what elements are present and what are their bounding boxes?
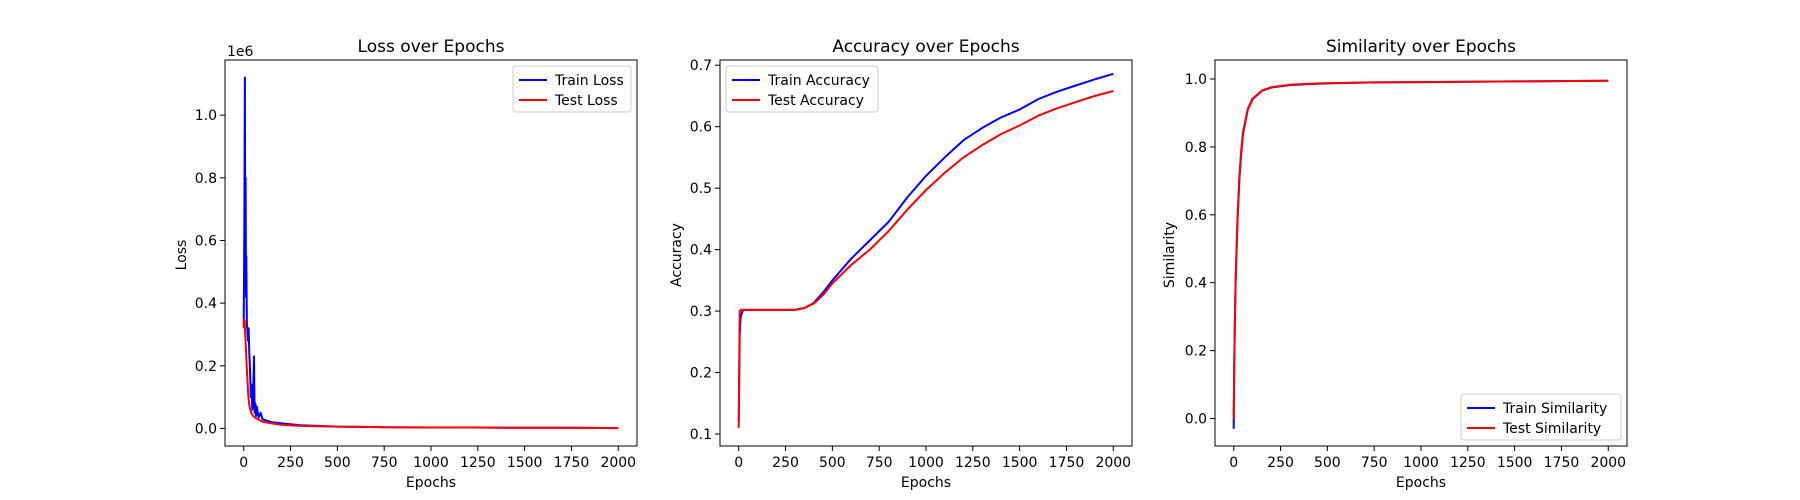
similarity-xlabel: Epochs: [1396, 475, 1446, 491]
similarity-legend: Train Similarity Test Similarity: [1460, 393, 1622, 441]
accuracy-xtick-label: 250: [772, 455, 799, 471]
accuracy-yticks: 0.1 0.2 0.3 0.4 0.5 0.6 0.7: [690, 58, 720, 443]
loss-xtick-label: 0: [239, 455, 248, 471]
similarity-xtick-label: 1750: [1544, 455, 1580, 471]
similarity-legend-box: [1460, 393, 1622, 441]
similarity-legend-label: Train Similarity: [1502, 401, 1607, 417]
accuracy-ytick-label: 0.1: [690, 427, 712, 443]
accuracy-ytick-label: 0.5: [690, 181, 712, 197]
loss-axes-frame: [224, 59, 638, 447]
loss-xtick-label: 750: [371, 455, 398, 471]
similarity-ytick-label: 0.6: [1185, 208, 1207, 224]
accuracy-axes-frame: [719, 59, 1133, 447]
loss-ytick-label: 0.6: [195, 233, 217, 249]
accuracy-xtick-label: 1000: [908, 455, 944, 471]
loss-xlabel: Epochs: [406, 475, 456, 491]
similarity-title: Similarity over Epochs: [1326, 37, 1516, 57]
accuracy-lines: [737, 72, 1114, 428]
loss-xtick-label: 1500: [507, 455, 543, 471]
similarity-panel: Similarity over Epochs Similarity Epochs…: [1162, 37, 1628, 491]
accuracy-legend-label: Test Accuracy: [767, 93, 864, 109]
accuracy-xtick-label: 1250: [955, 455, 991, 471]
loss-yticks: 0.0 0.2 0.4 0.6 0.8 1.0: [195, 108, 225, 437]
accuracy-legend-box: [725, 65, 879, 113]
loss-lines: [242, 76, 619, 430]
similarity-ytick-label: 0.2: [1185, 344, 1207, 360]
similarity-xtick-label: 1250: [1450, 455, 1486, 471]
similarity-xtick-label: 1000: [1403, 455, 1439, 471]
accuracy-title: Accuracy over Epochs: [832, 37, 1019, 57]
loss-xtick-label: 1000: [413, 455, 449, 471]
similarity-ytick-label: 0.4: [1185, 276, 1207, 292]
similarity-series-test-line: [1232, 79, 1609, 419]
loss-xtick-label: 250: [277, 455, 304, 471]
similarity-ytick-label: 0.8: [1185, 140, 1207, 156]
loss-legend-label: Test Loss: [554, 93, 618, 109]
similarity-xtick-label: 250: [1267, 455, 1294, 471]
accuracy-xlabel: Epochs: [901, 475, 951, 491]
loss-series-test-line: [242, 317, 619, 430]
loss-xticks: 0 250 500 750 1000 1250 1500 1750 2000: [239, 446, 636, 471]
loss-ytick-label: 0.8: [195, 171, 217, 187]
loss-xtick-label: 1750: [554, 455, 590, 471]
accuracy-legend-label: Train Accuracy: [767, 73, 870, 89]
loss-ytick-label: 0.2: [195, 359, 217, 375]
loss-legend-label: Train Loss: [554, 73, 624, 89]
loss-ylabel: Loss: [174, 240, 190, 271]
accuracy-panel: Accuracy over Epochs Accuracy Epochs 0 25…: [669, 37, 1133, 491]
similarity-lines: [1232, 79, 1609, 429]
accuracy-ytick-label: 0.7: [690, 58, 712, 74]
similarity-xtick-label: 500: [1314, 455, 1341, 471]
similarity-yticks: 0.0 0.2 0.4 0.6 0.8 1.0: [1185, 72, 1215, 428]
similarity-ylabel: Similarity: [1162, 222, 1178, 288]
loss-xtick-label: 1250: [460, 455, 496, 471]
loss-ytick-label: 0.4: [195, 296, 217, 312]
accuracy-xtick-label: 0: [734, 455, 743, 471]
accuracy-xtick-label: 750: [866, 455, 893, 471]
similarity-xtick-label: 1500: [1497, 455, 1533, 471]
accuracy-xtick-label: 2000: [1095, 455, 1131, 471]
accuracy-legend: Train Accuracy Test Accuracy: [725, 65, 879, 113]
accuracy-xtick-label: 500: [819, 455, 846, 471]
similarity-xtick-label: 2000: [1590, 455, 1626, 471]
similarity-axes-frame: [1214, 59, 1628, 447]
accuracy-xtick-label: 1500: [1002, 455, 1038, 471]
loss-xtick-label: 2000: [600, 455, 636, 471]
accuracy-series-test-line: [737, 90, 1114, 428]
similarity-xticks: 0 250 500 750 1000 1250 1500 1750 2000: [1229, 446, 1626, 471]
loss-ytick-label: 1.0: [195, 108, 217, 124]
loss-ytick-label: 0.0: [195, 421, 217, 437]
loss-offset-text: 1e6: [227, 44, 254, 60]
accuracy-ytick-label: 0.2: [690, 366, 712, 382]
accuracy-ytick-label: 0.6: [690, 120, 712, 136]
loss-xtick-label: 500: [324, 455, 351, 471]
accuracy-xticks: 0 250 500 750 1000 1250 1500 1750 2000: [734, 446, 1131, 471]
loss-title: Loss over Epochs: [358, 37, 505, 57]
loss-panel: Loss over Epochs 1e6 Loss Epochs 0 250 500…: [174, 37, 638, 491]
similarity-xtick-label: 750: [1361, 455, 1388, 471]
similarity-ytick-label: 1.0: [1185, 72, 1207, 88]
accuracy-ylabel: Accuracy: [669, 223, 685, 287]
similarity-legend-label: Test Similarity: [1502, 421, 1601, 437]
accuracy-ytick-label: 0.4: [690, 243, 712, 259]
accuracy-ytick-label: 0.3: [690, 304, 712, 320]
loss-legend: Train Loss Test Loss: [512, 65, 632, 113]
similarity-xtick-label: 0: [1229, 455, 1238, 471]
similarity-ytick-label: 0.0: [1185, 412, 1207, 428]
accuracy-xtick-label: 1750: [1049, 455, 1085, 471]
